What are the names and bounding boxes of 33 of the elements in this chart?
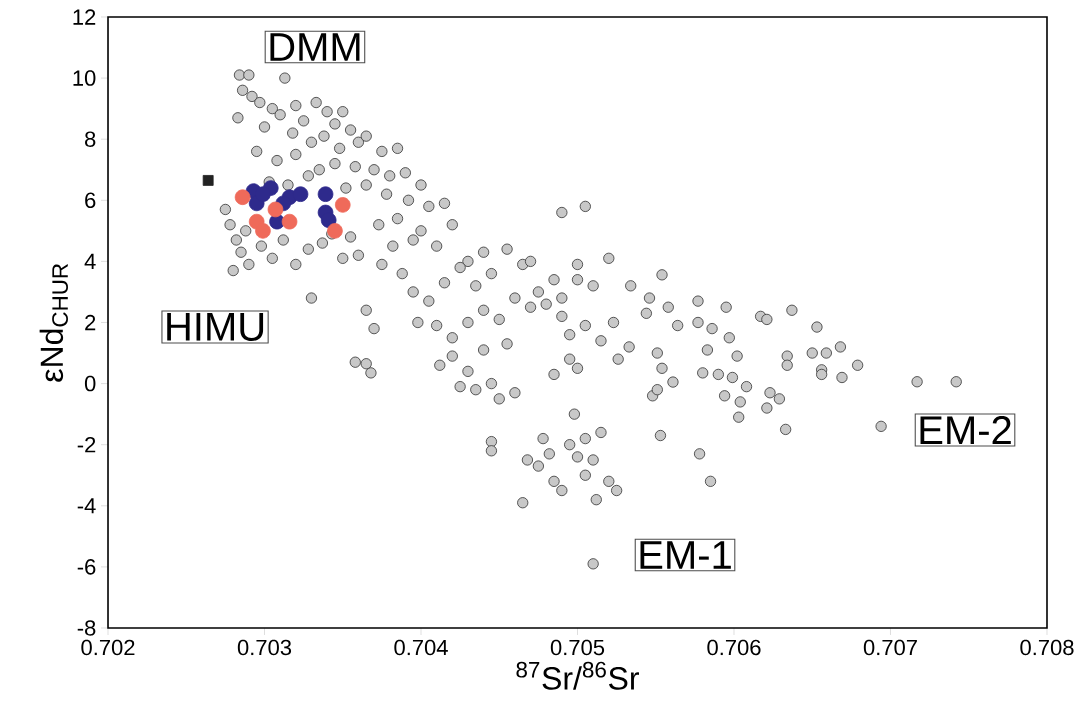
annotation: HIMU: [167, 313, 264, 341]
x-tick-label: 0.708: [1020, 639, 1074, 656]
x-tick-label: 0.705: [550, 639, 605, 656]
point: [327, 223, 343, 239]
y-tick-label: 2: [85, 314, 96, 331]
y-tick-label: -8: [77, 620, 96, 636]
x-tick-label: 0.702: [81, 639, 135, 656]
y-tick-label: 4: [84, 253, 96, 269]
annotation: DMM: [270, 33, 360, 61]
y-axis-title: εNd$_{CHUR}$: [39, 263, 68, 382]
y-tick-label: 6: [85, 192, 96, 209]
point: [334, 197, 351, 213]
y-tick-label: -4: [77, 498, 96, 514]
x-tick-label: 0.703: [237, 639, 292, 656]
y-tick-label: -2: [77, 437, 96, 453]
point: [317, 186, 334, 202]
x-tick-label: 0.706: [707, 639, 761, 656]
point: [255, 223, 271, 239]
x-tick-label: 0.704: [394, 639, 448, 656]
point: [281, 213, 298, 230]
y-tick-label: 8: [85, 131, 96, 147]
y-tick-label: -6: [77, 559, 96, 575]
annotation: EM-2: [920, 415, 1011, 444]
y-tick-label: 10: [73, 70, 96, 86]
y-tick-label: 0: [84, 375, 96, 392]
x-axis-title: $^{87}$Sr/$^{86}$Sr: [516, 661, 639, 690]
point: [202, 175, 214, 186]
x-tick-label: 0.707: [863, 639, 917, 656]
y-tick-label: 12: [73, 9, 96, 25]
point: [292, 186, 309, 202]
annotation: EM-1: [640, 541, 731, 569]
point: [234, 189, 251, 206]
point: [267, 201, 284, 218]
